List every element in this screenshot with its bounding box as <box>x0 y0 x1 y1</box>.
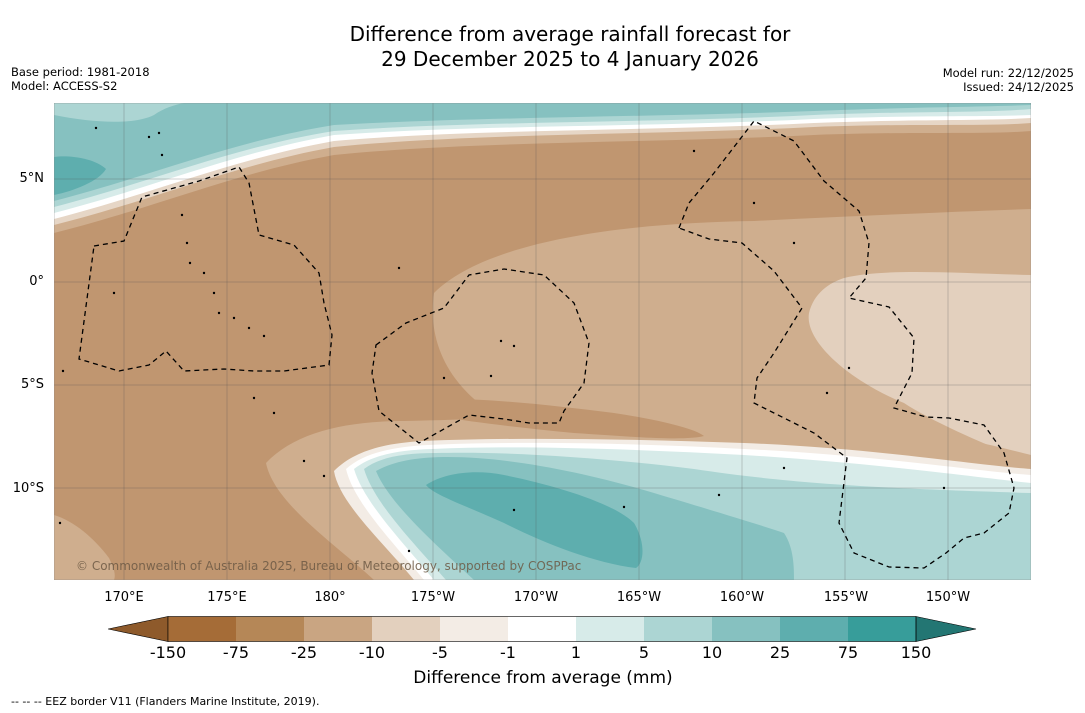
title-line-1: Difference from average rainfall forecas… <box>349 22 791 46</box>
contour-south-teal-core <box>426 472 643 568</box>
colorbar-tick: 150 <box>900 643 932 662</box>
colorbar-segment-2 <box>236 616 304 642</box>
colorbar-under-arrow <box>108 616 169 642</box>
colorbar-label: Difference from average (mm) <box>413 668 673 688</box>
eez-border-central <box>371 268 590 444</box>
island-markers <box>58 126 946 553</box>
colorbar-segment-3 <box>304 616 372 642</box>
colorbar-segment-1 <box>168 616 236 642</box>
contour-east-pale <box>808 271 1031 463</box>
colorbar-segment-6 <box>508 616 576 642</box>
contour-dry-arm <box>384 398 704 439</box>
lon-label-175w: 175°W <box>410 590 456 605</box>
meta-left: Base period: 1981-2018 Model: ACCESS-S2 <box>11 65 150 93</box>
colorbar-segment-9 <box>712 616 780 642</box>
model-run-text: Model run: 22/12/2025 <box>942 66 1074 80</box>
colorbar-tick: -1 <box>500 643 516 662</box>
lon-label-155w: 155°W <box>823 590 869 605</box>
colorbar-tick: 75 <box>837 643 859 662</box>
eez-border-west <box>78 166 333 372</box>
contour-north-teal <box>54 103 1031 201</box>
lat-label-0: 0° <box>29 274 44 289</box>
colorbar-tick: 25 <box>769 643 791 662</box>
colorbar-tick: -25 <box>290 643 318 662</box>
colorbar-tick: 5 <box>638 643 650 662</box>
contour-north-top-light <box>54 103 184 122</box>
colorbar <box>108 616 977 642</box>
eez-legend-note: -- -- -- EEZ border V11 (Flanders Marine… <box>11 695 320 708</box>
lon-label-165w: 165°W <box>616 590 662 605</box>
lon-label-175e: 175°E <box>207 590 247 605</box>
colorbar-over-arrow <box>915 616 977 642</box>
copyright-text: © Commonwealth of Australia 2025, Bureau… <box>76 559 582 573</box>
lat-label-5n: 5°N <box>19 171 45 186</box>
issued-text: Issued: 24/12/2025 <box>963 80 1074 94</box>
colorbar-segment-7 <box>576 616 644 642</box>
rainfall-map <box>54 103 1031 580</box>
model-text: Model: ACCESS-S2 <box>11 79 118 93</box>
base-period-text: Base period: 1981-2018 <box>11 65 150 79</box>
colorbar-tick: 1 <box>570 643 582 662</box>
colorbar-segment-8 <box>644 616 712 642</box>
lon-label-170w: 170°W <box>513 590 559 605</box>
lon-label-160w: 160°W <box>719 590 765 605</box>
lon-label-150w: 150°W <box>925 590 971 605</box>
lat-label-5s: 5°S <box>20 377 44 392</box>
colorbar-tick: -150 <box>149 643 187 662</box>
contour-north-teal-core <box>54 156 106 195</box>
lat-label-10s: 10°S <box>12 481 44 496</box>
colorbar-segment-5 <box>440 616 508 642</box>
title-line-2: 29 December 2025 to 4 January 2026 <box>381 47 759 71</box>
lon-label-180: 180° <box>314 590 346 605</box>
colorbar-tick: 10 <box>701 643 723 662</box>
meta-right: Model run: 22/12/2025 Issued: 24/12/2025 <box>943 66 1074 94</box>
chart-title: Difference from average rainfall forecas… <box>0 22 1085 72</box>
colorbar-tick: -10 <box>358 643 386 662</box>
colorbar-segment-4 <box>372 616 440 642</box>
grid-lines <box>54 103 1031 580</box>
colorbar-tick: -5 <box>432 643 448 662</box>
contour-southwest-light <box>54 515 115 580</box>
eez-borders <box>78 120 1015 569</box>
colorbar-tick: -75 <box>222 643 250 662</box>
lon-label-170e: 170°E <box>104 590 144 605</box>
colorbar-segment-11 <box>848 616 916 642</box>
colorbar-segment-10 <box>780 616 848 642</box>
